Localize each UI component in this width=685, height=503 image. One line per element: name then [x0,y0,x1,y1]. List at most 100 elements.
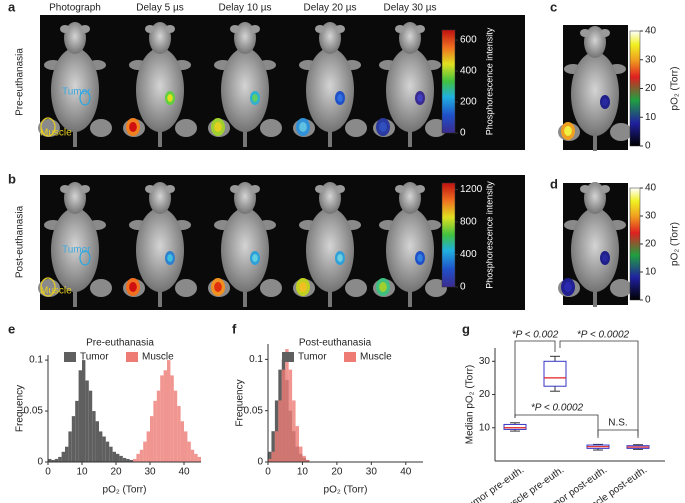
panel-letter: b [8,171,16,186]
histogram-bar [184,431,188,462]
histogram-bar [48,458,52,462]
annotation: N.S. [608,418,627,429]
histogram-bar [116,453,120,462]
x-tick-label: 40 [178,467,190,478]
mouse-image [38,22,112,147]
histogram-bar [68,431,72,462]
mouse-image [293,22,367,147]
ear [395,185,405,193]
panel-letter: f [232,321,237,336]
mouse-image [293,182,367,307]
body [221,48,269,132]
ear [335,25,345,33]
limb [345,119,367,137]
colorbar-label: pO₂ (Torr) [670,222,681,266]
ear [335,185,345,193]
chart-title: Post-euthanasia [299,338,372,349]
legend-label: Tumor [298,352,327,363]
ear [580,29,590,37]
signal-core [337,254,343,262]
legend-swatch [64,352,76,362]
colorbar-tick-label: 1200 [460,184,483,195]
bracket [559,340,639,438]
ear [315,185,325,193]
histogram-bar [129,459,133,462]
legend-swatch [126,352,138,362]
bracket [514,414,599,438]
significance-brackets [514,340,639,438]
histogram-bar [305,459,310,462]
histogram-bar [170,375,174,462]
signal-core [564,282,572,292]
body [136,48,184,132]
row-label: Pre-euthanasia [548,51,559,119]
histogram-bar [146,431,150,462]
region-label: Tumor [62,87,91,98]
y-tick-label: 0.1 [249,354,263,365]
histogram-bar [65,446,69,462]
legend-swatch [344,352,356,362]
limb [425,119,447,137]
signal-core [214,282,222,292]
colorbar [629,187,641,301]
row-label: Pre-euthanasia [15,48,26,116]
column-label: Delay 5 µs [136,3,183,14]
signal-core [214,122,222,132]
ear [165,25,175,33]
y-tick-label: 30 [479,356,491,367]
signal-core [564,126,572,136]
colorbar [441,182,456,288]
histogram-bar [99,431,103,462]
histogram-bar [292,400,296,462]
ear [415,185,425,193]
region-outline [79,250,91,266]
body [571,208,619,292]
histogram-bar [295,426,299,462]
limb [175,119,197,137]
box [503,423,527,430]
ear [580,185,590,193]
histogram-bar [139,449,144,462]
limb [610,279,632,297]
body [221,208,269,292]
limb [610,123,632,141]
colorbar-label: Phosphorescence intensity [484,181,494,289]
ear [165,185,175,193]
legend-label: Muscle [142,352,174,363]
ear [60,25,70,33]
histogram-bar [163,370,167,462]
histogram-bar [82,360,86,462]
limb [425,279,447,297]
mouse-image [123,22,197,147]
region-outline [40,277,56,297]
mouse-image [558,26,632,151]
mouse-image [38,182,112,307]
annotation: *P < 0.002 [512,330,559,341]
histogram-bar [95,421,99,462]
body [306,48,354,132]
colorbar-tick-label: 20 [645,83,657,94]
histogram-bar [278,400,282,462]
ear [600,185,610,193]
colorbar-tick-label: 200 [460,97,477,108]
mouse-image [123,182,197,307]
limb [345,279,367,297]
histogram-bar [288,369,293,462]
histogram-bar [150,416,154,462]
signal-core [129,122,137,132]
colorbar-tick-label: 40 [645,26,657,37]
body [51,208,99,292]
mouse-image [208,22,282,147]
histogram-bar [109,446,113,462]
y-tick-label: 0.05 [244,405,264,416]
histogram-bar [122,457,127,462]
ear [600,29,610,37]
panel-letter: g [462,321,470,336]
row-label: Post-euthanasia [548,208,559,281]
colorbar-label: Phosphorescence intensity [484,27,494,135]
histogram-bar [299,446,303,462]
colorbar-tick-label: 30 [645,54,657,65]
ear [230,25,240,33]
bracket [514,340,556,418]
x-tick-label: 20 [331,467,343,478]
